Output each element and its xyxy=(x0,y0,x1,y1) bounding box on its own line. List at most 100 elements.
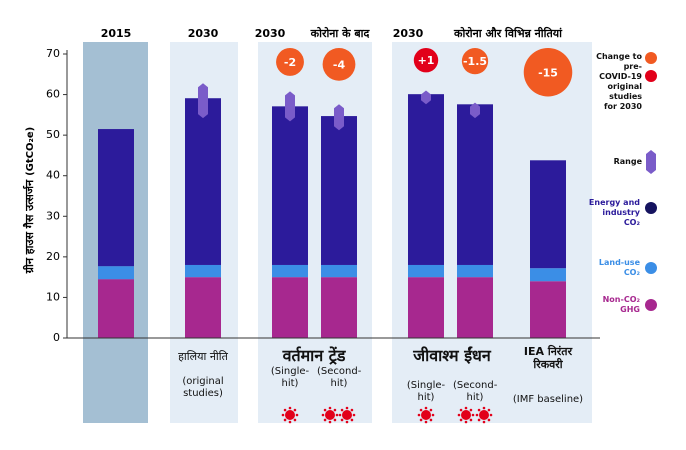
y-tick-label: 70 xyxy=(46,47,60,60)
group-label: जीवाश्म ईंधन xyxy=(413,346,491,365)
virus-spike xyxy=(350,418,354,422)
change-marker xyxy=(523,48,573,97)
virus-spike xyxy=(457,413,461,417)
virus-spike xyxy=(429,408,433,412)
virus-spike xyxy=(477,418,481,422)
virus-spike xyxy=(281,413,285,417)
virus-spike xyxy=(328,420,332,424)
virus-icon xyxy=(325,410,335,420)
virus-spike xyxy=(464,420,468,424)
legend-swatch xyxy=(645,202,657,214)
virus-spike xyxy=(464,406,468,410)
bar-segment xyxy=(185,98,221,265)
virus-spike xyxy=(429,418,433,422)
category-label: (Second-hit) xyxy=(317,366,362,389)
y-tick-label: 0 xyxy=(53,331,60,344)
legend-swatch xyxy=(646,150,656,174)
y-axis-title: ग्रीन हाउस गैस उत्सर्जन xyxy=(22,179,36,274)
virus-spike xyxy=(431,413,435,417)
bar-segment xyxy=(98,266,134,280)
bar-segment xyxy=(272,277,308,338)
change-marker xyxy=(461,48,489,75)
virus-icon xyxy=(285,410,295,420)
change-label: -1.5 xyxy=(463,55,487,68)
virus-spike xyxy=(293,408,297,412)
legend-text: Non-CO₂ GHG xyxy=(602,295,640,314)
virus-spike xyxy=(293,418,297,422)
y-axis-label: ग्रीन हाउस गैस उत्सर्जन (GtCO₂e) xyxy=(22,127,36,274)
bar-segment xyxy=(530,281,566,338)
virus-spike xyxy=(469,418,473,422)
virus-spike xyxy=(333,408,337,412)
range-marker xyxy=(198,83,208,119)
panel-header: 2030 xyxy=(393,27,424,40)
y-axis-unit: (GtCO₂e) xyxy=(25,127,36,176)
virus-spike xyxy=(477,408,481,412)
virus-spike xyxy=(417,413,421,417)
change-label: +1 xyxy=(418,54,435,67)
y-tick-label: 10 xyxy=(46,290,60,303)
virus-spike xyxy=(489,413,493,417)
category-label: (Second-hit) xyxy=(453,380,498,403)
bar-segment xyxy=(321,277,357,338)
virus-spike xyxy=(487,408,491,412)
panel-header: 2015 xyxy=(101,27,132,40)
virus-spike xyxy=(283,418,287,422)
virus-spike xyxy=(333,418,337,422)
y-tick-label: 60 xyxy=(46,88,60,101)
panel-header: 2030 xyxy=(188,27,219,40)
virus-icon xyxy=(421,410,431,420)
virus-spike xyxy=(459,408,463,412)
bar-segment xyxy=(272,264,308,278)
bar-segment xyxy=(321,116,357,265)
bar-segment xyxy=(457,104,493,265)
virus-spike xyxy=(340,408,344,412)
panel-header: कोरोना और विभिन्न नीतियां xyxy=(453,26,563,40)
y-tick-label: 40 xyxy=(46,169,60,182)
virus-spike xyxy=(295,413,299,417)
panel-header: कोरोना के बाद xyxy=(310,26,371,40)
bar-segment xyxy=(185,264,221,278)
virus-spike xyxy=(471,413,475,417)
range-marker xyxy=(285,91,295,122)
virus-spike xyxy=(283,408,287,412)
virus-spike xyxy=(482,420,486,424)
legend-text: Range xyxy=(613,157,642,166)
bar-segment xyxy=(408,264,444,278)
virus-spike xyxy=(321,413,325,417)
virus-spike xyxy=(487,418,491,422)
range-marker xyxy=(334,104,344,131)
category-label: (original studies) xyxy=(182,376,224,399)
bar-segment xyxy=(98,129,134,267)
virus-spike xyxy=(350,408,354,412)
virus-spike xyxy=(345,420,349,424)
virus-icon xyxy=(479,410,489,420)
bar-segment xyxy=(408,277,444,338)
virus-spike xyxy=(419,418,423,422)
legend-swatch xyxy=(645,52,657,64)
category-label: (Single-hit) xyxy=(270,366,310,389)
legend-swatch xyxy=(645,70,657,82)
change-marker xyxy=(276,48,304,76)
virus-spike xyxy=(469,408,473,412)
virus-spike xyxy=(352,413,356,417)
change-marker xyxy=(413,48,439,73)
y-tick-label: 30 xyxy=(46,209,60,222)
virus-spike xyxy=(459,418,463,422)
virus-spike xyxy=(482,406,486,410)
virus-spike xyxy=(345,406,349,410)
category-label: (IMF baseline) xyxy=(512,394,584,405)
legend-swatch xyxy=(645,299,657,311)
bar-segment xyxy=(185,277,221,338)
virus-spike xyxy=(419,408,423,412)
virus-spike xyxy=(323,418,327,422)
panel-header: 2030 xyxy=(255,27,286,40)
bar-segment xyxy=(98,279,134,338)
legend-text: Change to pre-COVID-19 original studies … xyxy=(596,52,642,111)
bar-segment xyxy=(530,268,566,282)
change-marker xyxy=(322,48,356,81)
bar-segment xyxy=(457,264,493,278)
virus-spike xyxy=(328,406,332,410)
